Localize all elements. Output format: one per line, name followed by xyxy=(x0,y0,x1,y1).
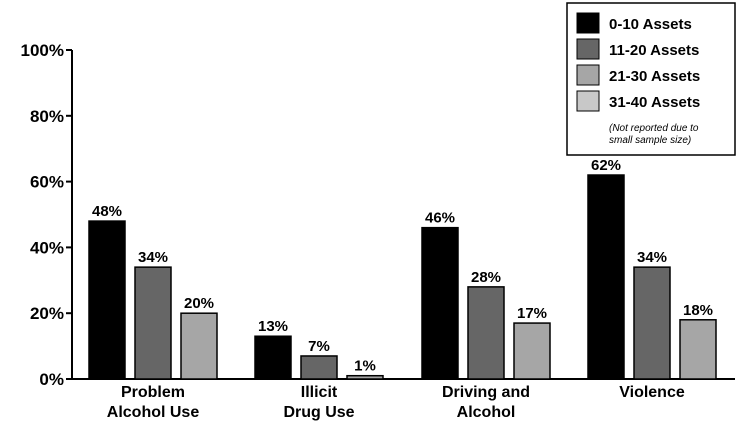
data-label: 13% xyxy=(258,318,288,335)
data-label: 34% xyxy=(138,249,168,266)
axes: 0% 20% 40% 60% 80% 100% Problem Alcohol Use Illi… xyxy=(21,41,735,421)
legend-swatch xyxy=(576,38,600,60)
data-label: 20% xyxy=(184,295,214,312)
legend-swatch xyxy=(576,64,600,86)
y-tick-label: 40% xyxy=(30,238,64,257)
data-label: 48% xyxy=(92,203,122,220)
bar xyxy=(134,266,172,380)
bar xyxy=(467,286,505,380)
data-label: 17% xyxy=(517,305,547,322)
y-tick-label: 80% xyxy=(30,107,64,126)
bar xyxy=(679,319,717,380)
legend-label: 11-20 Assets xyxy=(609,42,699,59)
data-label: 34% xyxy=(637,249,667,266)
x-category-label: Violence xyxy=(619,384,685,401)
bar xyxy=(180,312,218,380)
data-labels: 48% 34% 20% 13% 7% 1% 46% 28% 17% 62% 34% 18% xyxy=(92,157,713,375)
x-category-label: Problem xyxy=(121,384,185,401)
bar xyxy=(513,322,551,380)
data-label: 1% xyxy=(354,358,376,375)
legend: 0-10 Assets 11-20 Assets 21-30 Assets 31-40… xyxy=(566,2,736,156)
bar xyxy=(88,220,126,380)
data-label: 28% xyxy=(471,269,501,286)
bar xyxy=(300,355,338,380)
x-category-label: Alcohol xyxy=(457,404,516,421)
legend-label: 0-10 Assets xyxy=(609,16,692,33)
legend-label: 31-40 Assets xyxy=(609,94,700,111)
y-tick-label: 0% xyxy=(39,370,64,389)
bar xyxy=(421,226,459,380)
bar xyxy=(254,335,292,380)
legend-swatch xyxy=(576,12,600,34)
data-label: 18% xyxy=(683,302,713,319)
data-label: 62% xyxy=(591,157,621,174)
legend-note: small sample size) xyxy=(609,135,691,146)
bar xyxy=(633,266,671,380)
legend-label: 21-30 Assets xyxy=(609,68,700,85)
bars xyxy=(88,174,717,380)
legend-swatch xyxy=(576,90,600,112)
x-category-label: Alcohol Use xyxy=(107,404,200,421)
x-category-label: Driving and xyxy=(442,384,530,401)
legend-note: (Not reported due to xyxy=(609,123,699,134)
y-tick-label: 100% xyxy=(21,41,64,60)
bar xyxy=(346,374,384,380)
data-label: 46% xyxy=(425,210,455,227)
x-category-label: Drug Use xyxy=(283,404,354,421)
bar xyxy=(587,174,625,380)
data-label: 7% xyxy=(308,338,330,355)
x-category-label: Illicit xyxy=(301,384,338,401)
y-tick-label: 60% xyxy=(30,173,64,192)
y-tick-label: 20% xyxy=(30,304,64,323)
